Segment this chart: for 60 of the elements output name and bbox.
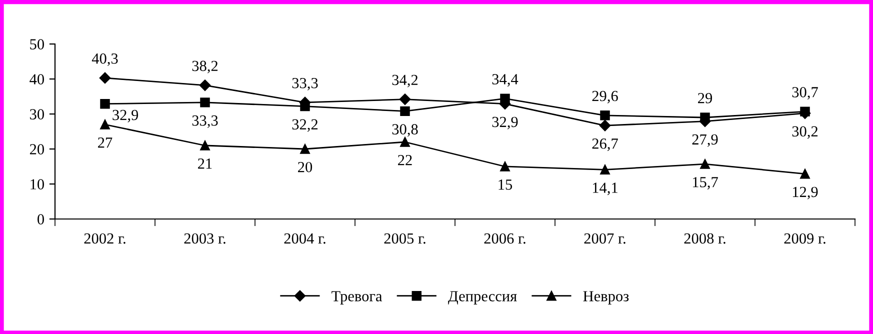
data-label: 34,4	[492, 74, 518, 87]
legend-label: Депрессия	[448, 291, 517, 304]
data-label: 27,9	[692, 134, 718, 147]
data-label: 12,9	[792, 186, 818, 200]
data-label: 38,2	[192, 60, 218, 74]
y-tick-label: 0	[38, 214, 44, 224]
data-label: 20	[298, 162, 312, 172]
data-label: 29,6	[592, 90, 618, 104]
point	[500, 162, 510, 172]
x-tick-label: 2005 г.	[384, 233, 426, 244]
data-label: 30,8	[392, 124, 418, 137]
point	[600, 110, 610, 120]
point	[100, 120, 110, 130]
point	[500, 94, 510, 104]
point	[800, 106, 810, 116]
x-tick-label: 2004 г.	[284, 233, 326, 244]
data-label: 30,7	[792, 87, 818, 100]
point	[700, 112, 710, 122]
data-label: 15	[498, 180, 512, 190]
y-tick-label: 10	[30, 179, 44, 190]
point	[599, 120, 611, 132]
data-label: 40,3	[92, 53, 118, 66]
point	[600, 164, 610, 175]
point	[800, 168, 810, 179]
x-tick-label: 2007 г.	[584, 233, 626, 244]
legend-label: Невроз	[583, 291, 629, 304]
legend-label: Тревога	[332, 291, 382, 304]
x-tick-label: 2006 г.	[484, 233, 526, 244]
data-label: 33,3	[192, 115, 218, 128]
data-label: 32,2	[292, 119, 318, 132]
x-tick-label: 2003 г.	[184, 233, 226, 244]
x-tick-label: 2009 г.	[784, 233, 826, 244]
point	[200, 140, 210, 150]
data-label: 15,7	[692, 177, 718, 190]
x-tick-label: 2002 г.	[84, 233, 126, 244]
data-label: 32,9	[112, 110, 138, 122]
y-tick-label: 50	[30, 39, 44, 50]
y-tick-label: 20	[30, 144, 44, 154]
y-tick-label: 40	[30, 74, 44, 84]
point	[399, 94, 411, 105]
data-label: 30,2	[792, 126, 818, 139]
y-tick-label: 30	[30, 109, 44, 120]
point	[400, 137, 410, 147]
data-label: 33,3	[292, 78, 318, 90]
data-label: 29	[698, 93, 712, 104]
point	[400, 106, 410, 116]
data-label: 21	[198, 158, 212, 169]
point	[700, 159, 710, 169]
x-tick-label: 2008 г.	[684, 233, 726, 244]
data-label: 26,7	[592, 138, 618, 151]
data-label: 32,9	[492, 116, 518, 130]
point	[200, 98, 210, 108]
data-label: 22	[398, 154, 412, 166]
data-label: 34,2	[392, 74, 418, 88]
data-label: 27	[98, 137, 112, 148]
point	[300, 144, 310, 154]
point	[99, 72, 111, 84]
point	[199, 80, 211, 91]
point	[100, 98, 110, 109]
data-label: 14,1	[592, 182, 618, 196]
